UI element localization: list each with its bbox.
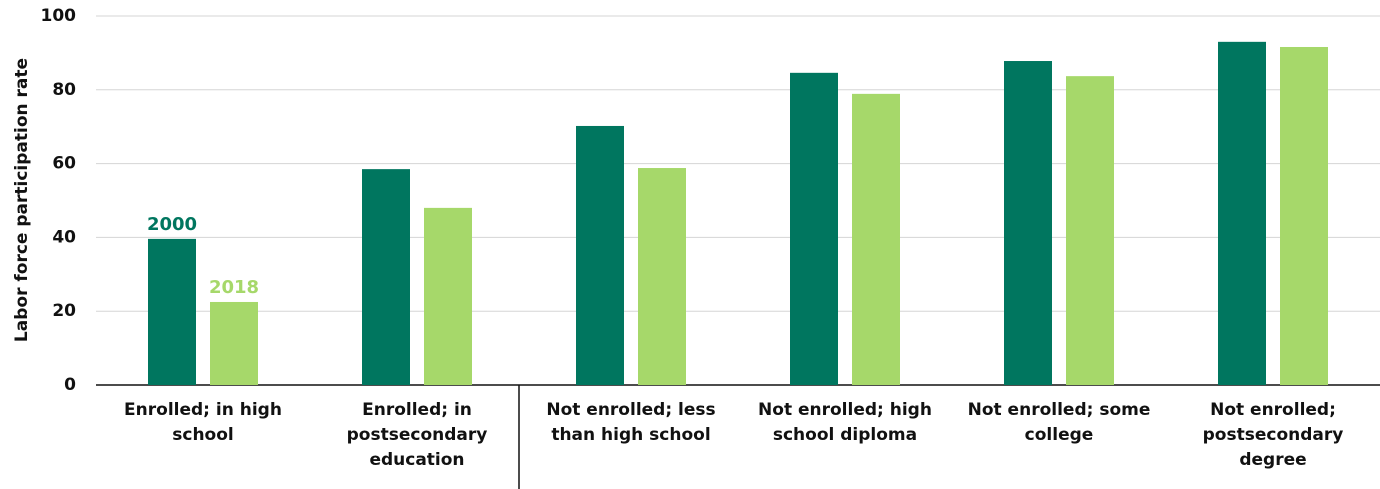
x-tick-label: Not enrolled; postsecondary degree — [1202, 400, 1344, 470]
bar — [852, 93, 900, 385]
series-label: 2000 — [147, 214, 197, 235]
y-tick-label: 40 — [52, 227, 76, 247]
x-tick-label: Enrolled; in postsecondary education — [346, 400, 488, 470]
y-tick-label: 100 — [41, 6, 77, 26]
bar — [638, 168, 686, 385]
y-axis-title: Labor force participation rate — [12, 58, 32, 342]
x-tick-label: Not enrolled; some college — [967, 400, 1151, 445]
bar — [210, 301, 258, 385]
x-tick-label: Not enrolled; high school diploma — [758, 400, 932, 445]
bar — [424, 207, 472, 385]
bar — [148, 238, 196, 385]
bar — [790, 72, 838, 386]
bar — [1280, 46, 1328, 385]
y-tick-label: 0 — [64, 375, 76, 395]
bar — [362, 169, 410, 385]
bar — [1004, 61, 1052, 385]
y-tick-label: 60 — [52, 154, 76, 174]
x-tick-label: Enrolled; in high school — [124, 400, 282, 445]
bar — [576, 125, 624, 385]
bar — [1218, 41, 1266, 386]
y-tick-label: 80 — [52, 80, 76, 100]
bar — [1066, 76, 1114, 385]
series-label: 2018 — [209, 277, 259, 298]
y-tick-label: 20 — [52, 301, 76, 321]
x-tick-label: Not enrolled; less than high school — [546, 400, 716, 445]
